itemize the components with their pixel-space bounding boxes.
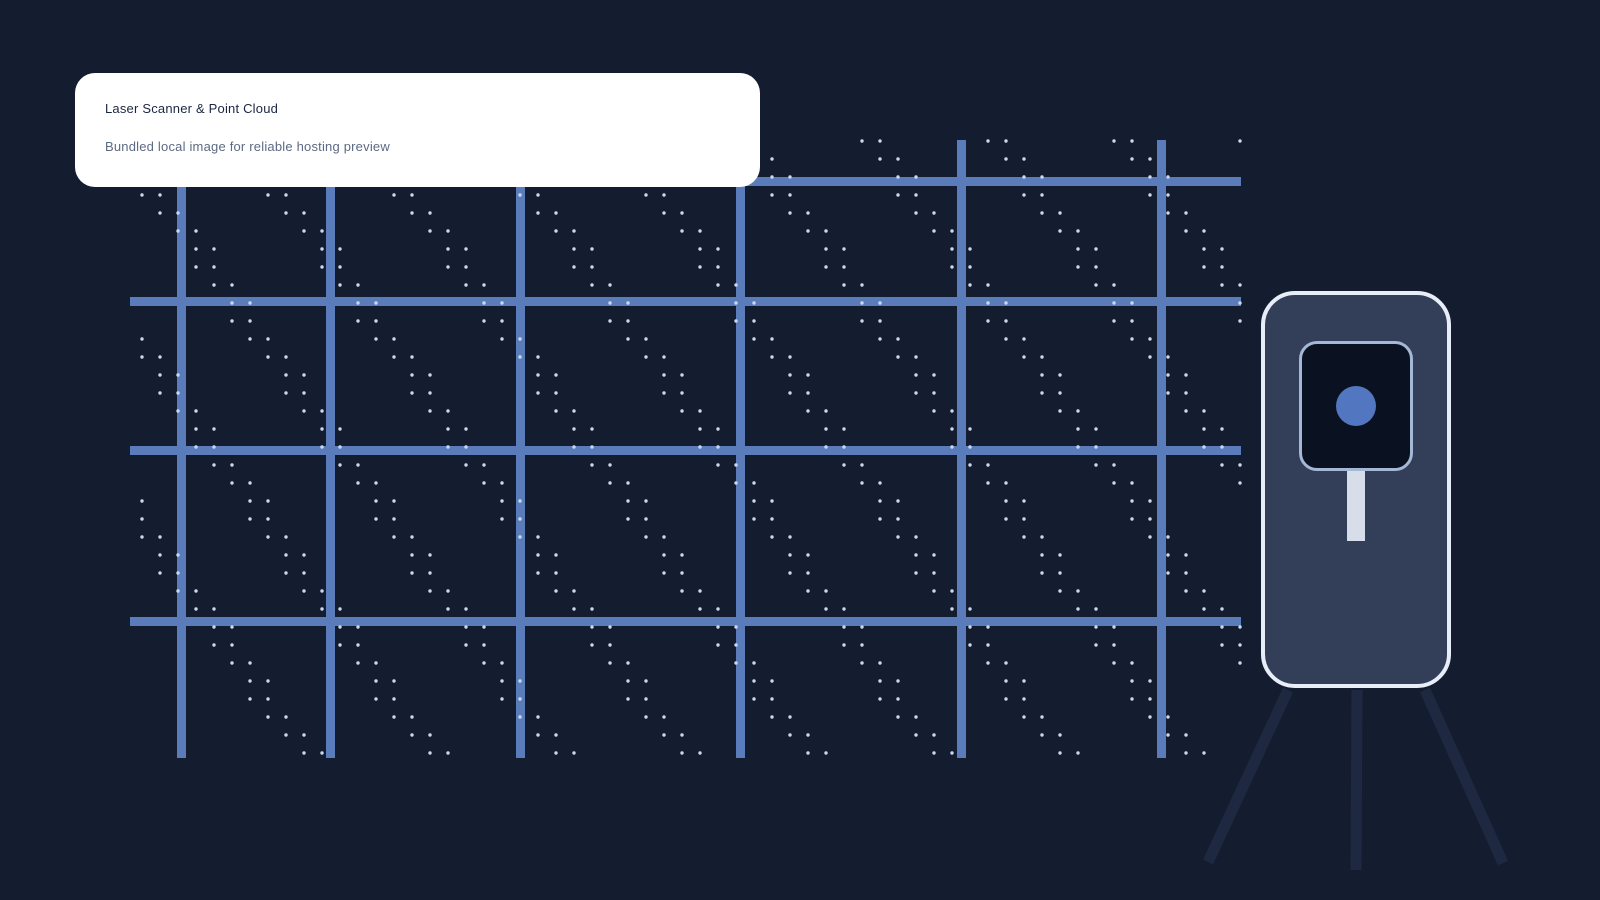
scanner-screen <box>1299 341 1413 471</box>
scanner-lens-icon <box>1336 386 1376 426</box>
card-subtitle: Bundled local image for reliable hosting… <box>105 139 390 154</box>
grid-line-horizontal <box>130 296 1241 306</box>
scanner-body <box>1261 291 1451 688</box>
scanner-stem <box>1347 467 1365 541</box>
grid-line-horizontal <box>130 616 1241 626</box>
card-title: Laser Scanner & Point Cloud <box>105 101 279 116</box>
info-card: Laser Scanner & Point Cloud Bundled loca… <box>75 73 760 187</box>
grid-line-horizontal <box>130 445 1241 455</box>
